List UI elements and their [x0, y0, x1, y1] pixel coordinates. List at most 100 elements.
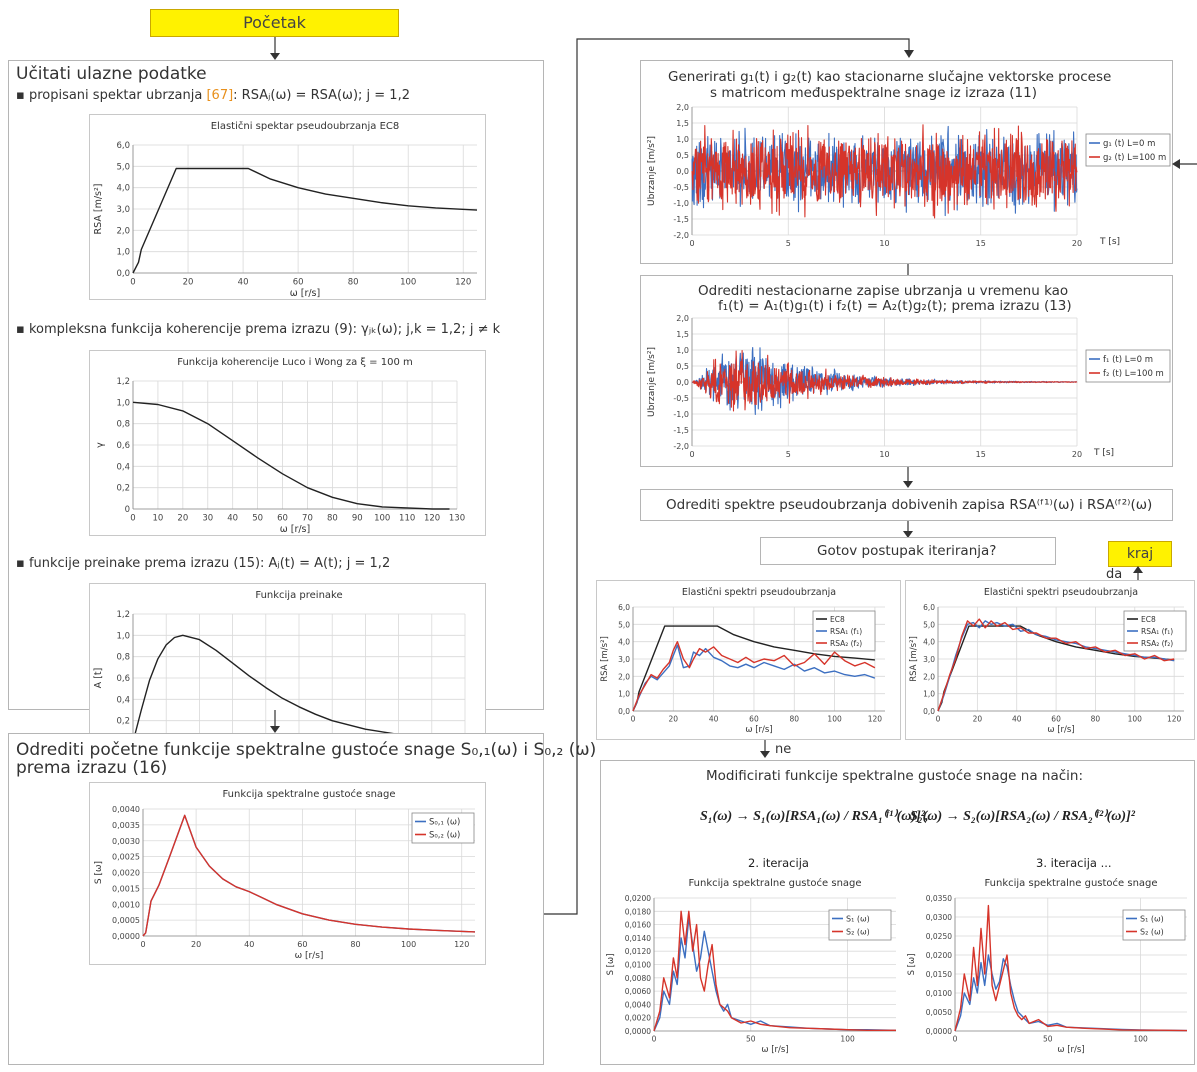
- iteration-3-label: 3. iteracija ...: [1036, 856, 1112, 870]
- initial-psd-heading-2: prema izrazu (16): [16, 758, 168, 778]
- y-tick-label: 0,0: [676, 167, 689, 176]
- chart-title: Funkcija spektralne gustoće snage: [688, 877, 861, 889]
- y-tick-label: 0,0160: [625, 921, 651, 930]
- y-tick-label: 5,0: [116, 162, 130, 172]
- legend-label: S₂ (ω): [1140, 928, 1164, 937]
- x-tick-label: 0: [130, 514, 135, 524]
- legend-box: [828, 909, 892, 941]
- y-tick-label: 0,0350: [926, 894, 952, 903]
- y-tick-label: -2,0: [673, 442, 689, 451]
- y-tick-label: 0,0000: [625, 1027, 651, 1036]
- x-tick-label: 40: [709, 715, 719, 724]
- y-axis-label: A [t]: [93, 668, 104, 689]
- x-tick-label: 80: [327, 514, 338, 524]
- y-tick-label: 1,0: [676, 346, 689, 355]
- series-line: [632, 644, 876, 712]
- yes-label: da: [1106, 567, 1123, 582]
- x-tick-label: 0: [631, 715, 636, 724]
- initial-psd-heading-1: Odrediti početne funkcije spektralne gus…: [16, 740, 597, 760]
- chart-rsa-iter1-box: Elastični spektri pseudoubrzanja 0,0 1,0 2,…: [596, 580, 901, 740]
- x-tick-label: 40: [227, 514, 238, 524]
- y-tick-label: 1,2: [116, 610, 130, 620]
- y-tick-label: 0,0250: [926, 932, 952, 941]
- y-tick-label: 0,0005: [112, 916, 140, 925]
- y-tick-label: 1,0: [116, 398, 130, 408]
- x-tick-label: 20: [1072, 239, 1082, 248]
- x-tick-label: 60: [293, 278, 304, 288]
- y-tick-label: 1,5: [676, 119, 689, 128]
- series-line: [691, 124, 1078, 219]
- y-tick-label: 4,0: [618, 638, 630, 647]
- y-tick-label: 3,0: [618, 655, 630, 664]
- x-tick-label: 110: [399, 514, 415, 524]
- y-tick-label: 0,5: [676, 151, 689, 160]
- y-tick-label: -2,0: [673, 231, 689, 240]
- x-tick-label: 50: [252, 514, 263, 524]
- y-axis-label: RSA [m/s²]: [93, 184, 104, 235]
- y-tick-label: 0,0200: [926, 951, 952, 960]
- y-tick-label: 4,0: [116, 184, 130, 194]
- x-tick-label: 60: [277, 514, 288, 524]
- x-tick-label: 120: [454, 940, 469, 949]
- series-line: [653, 910, 896, 1032]
- y-tick-label: -1,0: [673, 410, 689, 419]
- generate-text-1: Generirati g₁(t) i g₂(t) kao stacionarne…: [668, 69, 1112, 85]
- y-tick-label: 0,0020: [112, 869, 140, 878]
- chart-title: Funkcija spektralne gustoće snage: [222, 788, 395, 800]
- spectra-text: Odrediti spektre pseudoubrzanja dobiveni…: [666, 497, 1153, 513]
- y-tick-label: 6,0: [923, 603, 935, 612]
- y-tick-label: 0,0: [116, 269, 130, 279]
- x-tick-label: 20: [973, 715, 983, 724]
- chart-nonstationary: -2,0 -1,5 -1,0 -0,5 0,0 0,5 1,0 1,5 2,0 0 5 10 15 20 T…: [647, 314, 1171, 459]
- start-box: Početak: [150, 9, 399, 37]
- y-tick-label: 1,0: [676, 135, 689, 144]
- formula-2: S₂(ω) → S₂(ω)[RSA₂(ω) / RSA₂⁽ᶠ²⁾(ω)]²: [910, 809, 1135, 824]
- arrow-to-question: [903, 521, 913, 538]
- x-tick-label: 20: [1072, 450, 1082, 459]
- x-tick-label: 100: [401, 940, 416, 949]
- arrow-start-down: [270, 37, 280, 60]
- y-tick-label: 4,0: [923, 638, 935, 647]
- x-tick-label: 10: [879, 239, 889, 248]
- legend-label: S₁ (ω): [1140, 915, 1164, 924]
- y-tick-label: 0,6: [116, 441, 130, 451]
- y-axis-label: S [ω]: [94, 861, 104, 884]
- bullet-spectrum: ▪ propisani spektar ubrzanja [67]: RSAⱼ(…: [16, 88, 410, 103]
- y-tick-label: 1,2: [116, 377, 130, 387]
- y-tick-label: 0,0035: [112, 821, 140, 830]
- spectra-box: [640, 489, 1173, 521]
- nonstationary-text-1: Odrediti nestacionarne zapise ubrzanja u…: [698, 283, 1069, 299]
- legend-label: RSA₁ (f₁): [1141, 627, 1173, 636]
- chart-psd0-box: Funkcija spektralne gustoće snage 0,0000 0…: [89, 782, 486, 965]
- y-tick-label: 2,0: [676, 314, 689, 323]
- y-tick-label: 5,0: [923, 620, 935, 629]
- y-axis-label: γ: [95, 442, 106, 448]
- y-tick-label: 1,0: [618, 690, 630, 699]
- series-line: [632, 641, 876, 712]
- x-tick-label: 120: [868, 715, 883, 724]
- legend-label: RSA₂ (f₂): [1141, 639, 1173, 648]
- x-tick-label: 0: [689, 450, 694, 459]
- y-tick-label: 0,0025: [112, 853, 140, 862]
- y-axis-label: S [ω]: [907, 954, 917, 976]
- legend-box: [411, 812, 475, 844]
- series-line: [937, 620, 1175, 712]
- legend-label: g₂ (t) L=100 m: [1103, 153, 1166, 163]
- x-tick-label: 10: [153, 514, 164, 524]
- y-tick-label: 1,0: [116, 631, 130, 641]
- arrow-to-spectra: [903, 467, 913, 488]
- x-tick-label: 60: [749, 715, 759, 724]
- x-tick-label: 100: [1128, 715, 1143, 724]
- chart-rsa-iter1: Elastični spektri pseudoubrzanja 0,0 1,0 2,…: [600, 587, 885, 735]
- x-axis-label: ω [r/s]: [745, 725, 772, 735]
- y-tick-label: -1,5: [673, 215, 689, 224]
- y-tick-label: 0,0180: [625, 907, 651, 916]
- start-label: Početak: [243, 13, 306, 32]
- y-tick-label: 0,0010: [112, 900, 140, 909]
- y-tick-label: 0,6: [116, 674, 130, 684]
- x-tick-label: 100: [827, 715, 842, 724]
- legend-label: RSA₂ (f₂): [830, 639, 862, 648]
- y-tick-label: 6,0: [618, 603, 630, 612]
- x-tick-label: 120: [1167, 715, 1182, 724]
- chart-title: Funkcija koherencije Luco i Wong za ξ = …: [177, 357, 413, 368]
